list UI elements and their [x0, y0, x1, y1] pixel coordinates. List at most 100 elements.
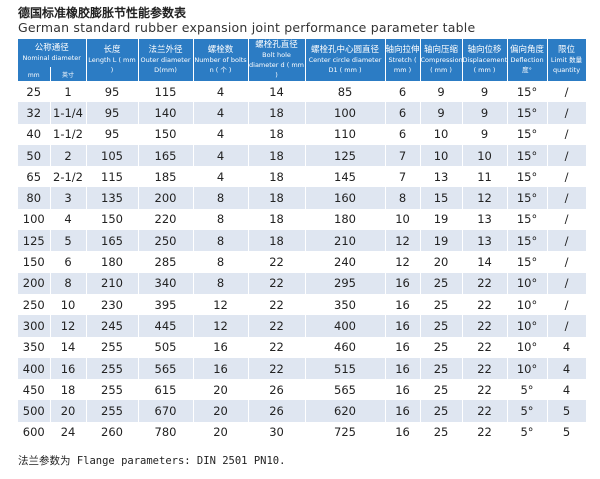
- table-cell: 25: [420, 357, 463, 380]
- table-cell: 20: [193, 400, 249, 422]
- table-cell: 8: [193, 187, 249, 209]
- table-cell: 10: [50, 293, 87, 316]
- table-cell: 25: [18, 81, 51, 103]
- table-cell: 6: [50, 251, 87, 273]
- table-cell: 20: [193, 379, 249, 401]
- table-cell: 10°: [507, 315, 548, 337]
- table-cell: 220: [138, 208, 194, 231]
- table-cell: 15°: [507, 102, 548, 124]
- table-cell: 19: [420, 230, 463, 252]
- column-header: 限位 Limit 数量 quantity: [547, 39, 587, 81]
- table-cell: 505: [138, 336, 194, 358]
- table-cell: 22: [462, 421, 508, 444]
- table-cell: 85: [305, 81, 386, 103]
- table-cell: 110: [305, 123, 386, 145]
- header-zh: 轴向位移: [467, 45, 502, 55]
- table-cell: 95: [86, 123, 139, 145]
- table-cell: 16: [50, 357, 87, 380]
- unit-label: mm: [27, 72, 40, 79]
- table-cell: 22: [462, 400, 508, 422]
- table-cell: 240: [305, 251, 386, 273]
- table-cell: 8: [193, 272, 249, 294]
- table-cell: 16: [385, 315, 421, 337]
- table-row: 600 24 260 780 20 30 725 16 25 22 5° 5: [18, 421, 587, 444]
- table-cell: 16: [385, 336, 421, 358]
- column-header: 偏向角度 Deflection 度°: [507, 39, 548, 81]
- table-cell: 15: [420, 187, 463, 209]
- table-cell: 25: [420, 336, 463, 358]
- table-cell: 255: [86, 400, 139, 422]
- column-header: 长度 Length L ( mm ): [86, 39, 139, 81]
- table-cell: 565: [138, 357, 194, 380]
- table-cell: 65: [18, 166, 51, 188]
- table-cell: 565: [305, 379, 386, 401]
- table-cell: 10°: [507, 272, 548, 294]
- table-cell: 15°: [507, 187, 548, 209]
- table-cell: 140: [138, 102, 194, 124]
- table-cell: 4: [50, 208, 87, 231]
- table-cell: 125: [18, 230, 51, 252]
- column-header: 螺栓数 Number of bolts n ( 个 ): [193, 39, 249, 81]
- table-row: 150 6 180 285 8 22 240 12 20 14 15° /: [18, 251, 587, 273]
- header-zh: 螺栓数: [207, 45, 234, 55]
- table-cell: 255: [86, 336, 139, 358]
- table-cell: 18: [248, 187, 306, 209]
- table-cell: 210: [86, 272, 139, 294]
- table-cell: 8: [193, 208, 249, 231]
- table-cell: 5°: [507, 379, 548, 401]
- table-row: 400 16 255 565 16 22 515 16 25 22 10° 4: [18, 357, 587, 380]
- table-cell: 150: [18, 251, 51, 273]
- table-cell: 4: [547, 379, 587, 401]
- table-cell: 16: [385, 293, 421, 316]
- table-cell: 25: [420, 293, 463, 316]
- column-header: 螺栓孔中心圆直径 Center circle diameter D1 ( mm ): [305, 39, 386, 81]
- table-cell: 245: [86, 315, 139, 337]
- table-cell: 7: [385, 144, 421, 167]
- table-cell: 18: [248, 166, 306, 188]
- table-cell: /: [547, 144, 587, 167]
- table-cell: 22: [248, 272, 306, 294]
- table-cell: 80: [18, 187, 51, 209]
- header-zh: 偏向角度: [510, 45, 545, 55]
- table-cell: 16: [385, 421, 421, 444]
- table-row: 250 10 230 395 12 22 350 16 25 22 10° /: [18, 293, 587, 316]
- table-cell: 350: [18, 336, 51, 358]
- table-cell: 6: [385, 102, 421, 124]
- table-cell: 350: [305, 293, 386, 316]
- table-cell: 670: [138, 400, 194, 422]
- parameter-table: 公称通径 Nominal diameter 长度 Length L ( mm ) 法兰外…: [18, 39, 587, 444]
- table-cell: 26: [248, 400, 306, 422]
- table-cell: 10: [385, 208, 421, 231]
- table-cell: 8: [385, 187, 421, 209]
- table-cell: 19: [420, 208, 463, 231]
- table-cell: 22: [248, 357, 306, 380]
- header-en: Outer diameter D(mm): [140, 56, 191, 74]
- header-en: Stretch ( mm ): [388, 56, 417, 74]
- table-cell: 150: [86, 208, 139, 231]
- table-cell: 14: [248, 81, 306, 103]
- table-cell: 255: [86, 379, 139, 401]
- table-cell: 12: [193, 293, 249, 316]
- table-cell: 20: [50, 400, 87, 422]
- table-cell: 95: [86, 102, 139, 124]
- table-cell: 105: [86, 144, 139, 167]
- table-cell: 615: [138, 379, 194, 401]
- table-cell: 165: [138, 144, 194, 167]
- table-cell: 15°: [507, 251, 548, 273]
- table-cell: /: [547, 272, 587, 294]
- table-cell: /: [547, 187, 587, 209]
- table-cell: 450: [18, 379, 51, 401]
- table-cell: /: [547, 81, 587, 103]
- column-header: 轴向位移 Displacement ( mm ): [462, 39, 508, 81]
- table-cell: 500: [18, 400, 51, 422]
- header-zh: 螺栓孔直径: [255, 40, 298, 50]
- table-cell: 8: [193, 230, 249, 252]
- table-cell: /: [547, 166, 587, 188]
- table-cell: 22: [462, 272, 508, 294]
- table-cell: 20: [193, 421, 249, 444]
- table-cell: /: [547, 251, 587, 273]
- table-cell: 11: [462, 166, 508, 188]
- table-cell: 12: [385, 230, 421, 252]
- table-cell: 1: [50, 81, 87, 103]
- table-cell: 4: [193, 166, 249, 188]
